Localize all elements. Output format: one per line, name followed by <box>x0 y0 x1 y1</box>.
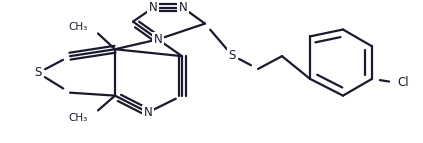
Text: Cl: Cl <box>397 76 409 89</box>
Text: CH₃: CH₃ <box>69 22 88 32</box>
Text: CH₃: CH₃ <box>69 113 88 123</box>
Text: N: N <box>179 1 187 14</box>
Text: N: N <box>144 106 152 119</box>
Text: N: N <box>154 33 162 46</box>
Text: N: N <box>148 1 157 14</box>
Text: S: S <box>228 49 236 62</box>
Text: S: S <box>34 66 42 79</box>
